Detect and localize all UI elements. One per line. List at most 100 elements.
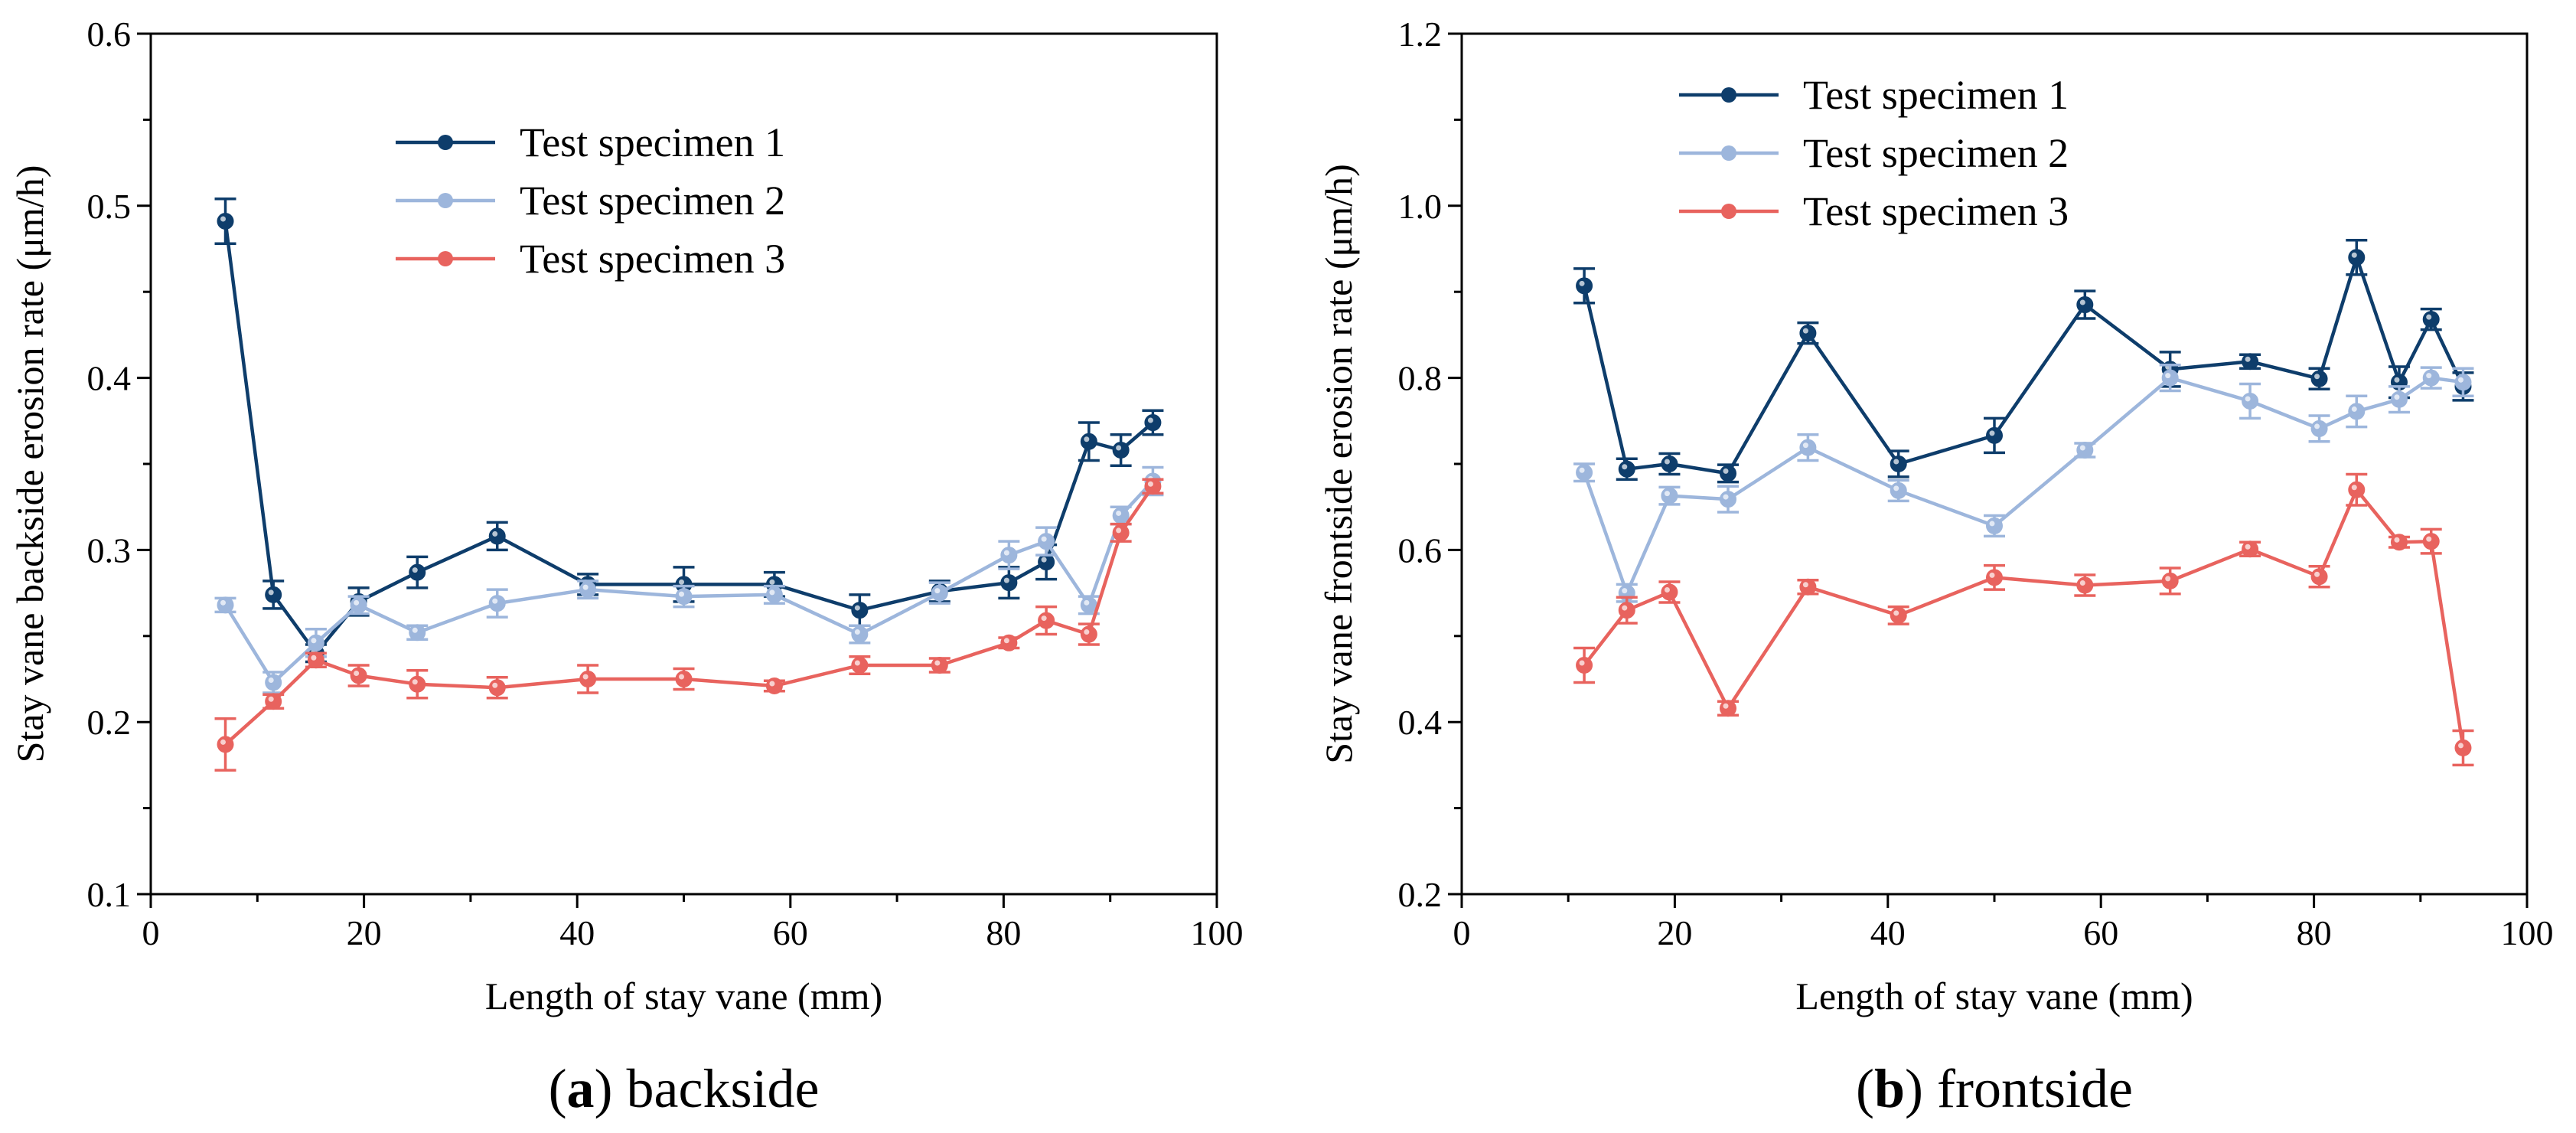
x-axis-title: Length of stay vane (mm) <box>485 975 882 1017</box>
data-point-highlight <box>1893 459 1899 465</box>
data-point-highlight <box>492 531 498 537</box>
data-point-highlight <box>492 682 498 688</box>
data-point <box>2161 369 2179 387</box>
data-point <box>307 634 324 651</box>
data-point <box>488 679 506 697</box>
chart-1: 0 20 40 60 80 100 0.1 0.2 0.3 0.4 0.5 0.6 Length of … <box>8 15 1244 1119</box>
data-point-highlight <box>2314 374 2320 380</box>
x-tick-label: 100 <box>1191 913 1244 952</box>
data-point-highlight <box>2314 423 2320 429</box>
x-tick-label: 100 <box>2501 913 2554 952</box>
caption: (b) frontside <box>1856 1058 2133 1119</box>
legend: Test specimen 1 Test specimen 2 Test speci… <box>396 119 785 282</box>
x-tick-label: 0 <box>1453 913 1471 952</box>
data-point <box>1080 625 1097 643</box>
data-point <box>2242 353 2259 371</box>
y-axis-title: Stay vane frontside erosion rate (μm/h) <box>1317 164 1360 764</box>
data-point-highlight <box>1147 417 1153 423</box>
data-point-highlight <box>2165 576 2171 582</box>
series-specimen-3 <box>1573 472 2474 767</box>
data-point <box>350 667 367 684</box>
data-point <box>579 671 597 687</box>
legend-label: Test specimen 1 <box>520 119 785 165</box>
data-point-highlight <box>854 629 860 635</box>
data-point <box>2390 534 2408 551</box>
legend-label: Test specimen 2 <box>1803 130 2069 176</box>
data-point-highlight <box>2394 394 2400 400</box>
data-point <box>1038 553 1055 571</box>
data-point-highlight <box>1147 481 1153 487</box>
data-point <box>2422 533 2440 550</box>
data-point-highlight <box>2426 536 2432 542</box>
data-point-highlight <box>1989 521 1995 527</box>
data-point-highlight <box>311 638 317 644</box>
data-point-highlight <box>769 579 775 585</box>
data-point-highlight <box>854 605 860 611</box>
data-point-highlight <box>412 627 418 633</box>
data-point <box>765 586 783 603</box>
data-point <box>2310 370 2328 387</box>
legend-marker <box>1721 204 1736 219</box>
data-point <box>1576 657 1593 674</box>
legend-marker <box>438 135 453 150</box>
data-point-highlight <box>1003 638 1009 644</box>
data-point-highlight <box>1723 494 1729 500</box>
data-point <box>1000 634 1018 651</box>
data-point-highlight <box>1723 468 1729 474</box>
data-point-highlight <box>412 567 418 573</box>
chart-2: 0 20 40 60 80 100 0.2 0.4 0.6 0.8 1.0 1.2 Length of … <box>1317 15 2554 1119</box>
data-point-highlight <box>2245 544 2251 550</box>
data-point <box>1144 414 1162 432</box>
data-point <box>2310 568 2328 586</box>
data-point <box>1000 574 1018 592</box>
data-point-highlight <box>2351 252 2357 258</box>
data-point <box>1038 612 1055 629</box>
data-point-highlight <box>1579 280 1585 286</box>
data-point <box>2076 576 2094 594</box>
data-point-highlight <box>2079 445 2085 451</box>
x-tick-label: 20 <box>347 913 382 952</box>
data-point <box>1576 464 1593 482</box>
data-point <box>1000 547 1018 564</box>
data-point-highlight <box>854 660 860 666</box>
legend-marker <box>438 251 453 266</box>
data-point-highlight <box>220 599 227 606</box>
data-point <box>1661 487 1678 504</box>
data-point <box>2348 249 2366 266</box>
y-tick-label: 0.2 <box>87 703 132 742</box>
data-point <box>217 213 234 230</box>
data-point-highlight <box>1664 586 1670 593</box>
series-specimen-2 <box>1573 363 2474 603</box>
data-point-highlight <box>2079 580 2085 586</box>
data-point-highlight <box>679 674 684 680</box>
y-tick-label: 0.3 <box>87 531 132 570</box>
data-point-highlight <box>679 579 684 585</box>
x-tick-label: 40 <box>559 913 595 952</box>
data-point <box>1661 583 1678 601</box>
series-specimen-2 <box>214 465 1164 694</box>
data-point <box>2348 481 2366 498</box>
y-tick-label: 0.6 <box>87 15 132 54</box>
data-point <box>265 586 282 603</box>
series-line <box>223 479 1155 684</box>
data-point <box>2422 311 2440 328</box>
data-point-highlight <box>1802 328 1808 334</box>
data-point <box>851 625 869 643</box>
data-point <box>1720 491 1736 508</box>
x-tick-label: 40 <box>1870 913 1906 952</box>
y-tick-label: 0.4 <box>87 359 132 398</box>
data-point-highlight <box>679 591 684 597</box>
data-point-highlight <box>311 655 317 661</box>
x-axis-title: Length of stay vane (mm) <box>1795 975 2193 1017</box>
caption: (a) backside <box>549 1058 820 1119</box>
data-point <box>2454 374 2472 391</box>
data-point-highlight <box>1041 536 1047 542</box>
data-point <box>2422 369 2440 387</box>
data-point <box>1618 460 1635 478</box>
data-point <box>2242 540 2259 558</box>
data-point <box>350 596 367 614</box>
data-point <box>409 624 426 642</box>
y-tick-label: 0.8 <box>1398 359 1443 398</box>
data-point <box>217 596 234 614</box>
data-point <box>851 602 869 619</box>
